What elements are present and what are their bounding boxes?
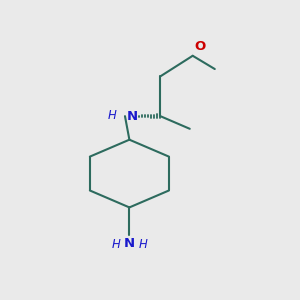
Text: H: H: [107, 109, 116, 122]
Text: N: N: [126, 110, 138, 123]
Text: H: H: [112, 238, 121, 251]
Text: H: H: [138, 238, 147, 251]
Text: O: O: [194, 40, 206, 53]
Text: N: N: [124, 237, 135, 250]
